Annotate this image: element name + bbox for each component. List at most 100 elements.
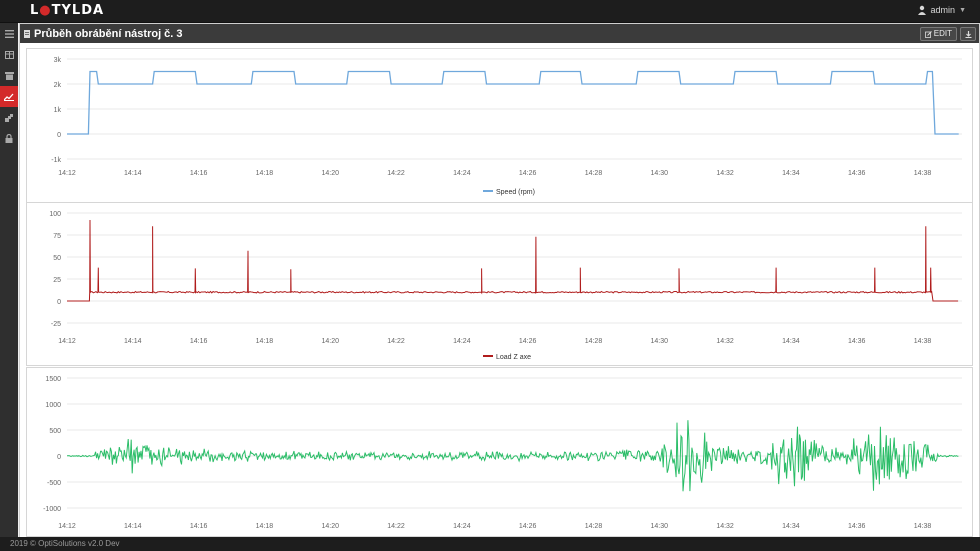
x-tick-label: 14:20 <box>321 338 339 345</box>
x-tick-label: 14:30 <box>651 170 669 177</box>
x-tick-label: 14:26 <box>519 170 537 177</box>
panel-header: Průběh obrábění nástroj č. 3 EDIT <box>20 24 979 43</box>
chevron-down-icon: ▼ <box>959 6 966 14</box>
x-tick-label: 14:34 <box>782 523 800 530</box>
x-tick-label: 14:16 <box>190 170 208 177</box>
y-tick-label: 3k <box>54 57 62 64</box>
app-logo[interactable]: L●TYLDA <box>30 3 105 18</box>
x-tick-label: 14:32 <box>716 170 734 177</box>
y-tick-label: 0 <box>57 299 61 306</box>
chart-panel: Průběh obrábění nástroj č. 3 EDIT -1k 0 1k… <box>19 23 980 539</box>
y-tick-label: -25 <box>51 321 61 328</box>
x-tick-label: 14:30 <box>651 338 669 345</box>
user-icon <box>917 5 926 15</box>
legend-label: Load Z axe <box>496 354 531 361</box>
vibration-chart: -1000 -500 0 500 1000 1500 14:12 14:14 14:16 14:1… <box>26 367 973 537</box>
chart-line-icon <box>4 93 14 101</box>
x-tick-label: 14:18 <box>256 170 274 177</box>
x-tick-label: 14:18 <box>256 338 274 345</box>
x-tick-label: 14:28 <box>585 170 603 177</box>
x-tick-label: 14:16 <box>190 523 208 530</box>
top-bar: L●TYLDA admin ▼ <box>0 0 980 23</box>
sidebar-item-tools[interactable] <box>0 107 18 128</box>
main-content: Průběh obrábění nástroj č. 3 EDIT -1k 0 1k… <box>18 23 980 539</box>
y-tick-label: -1000 <box>43 506 61 513</box>
x-tick-label: 14:24 <box>453 523 471 530</box>
x-tick-label: 14:22 <box>387 523 405 530</box>
archive-icon <box>4 71 14 80</box>
y-tick-label: 1500 <box>45 376 61 383</box>
x-tick-label: 14:12 <box>58 170 76 177</box>
y-tick-label: 50 <box>53 255 61 262</box>
x-tick-label: 14:22 <box>387 170 405 177</box>
x-tick-label: 14:36 <box>848 523 866 530</box>
sidebar <box>0 23 19 537</box>
x-tick-label: 14:34 <box>782 170 800 177</box>
vibration-chart-svg: -1000 -500 0 500 1000 1500 14:12 14:14 14:16 14:1… <box>43 376 962 530</box>
series-line <box>67 219 959 302</box>
footer: 2019 © OptiSolutions v2.0 Dev <box>0 537 980 551</box>
x-tick-label: 14:24 <box>453 170 471 177</box>
x-tick-label: 14:38 <box>914 170 932 177</box>
y-tick-label: -1k <box>51 157 61 164</box>
list-icon <box>4 29 14 38</box>
series-line <box>67 70 959 135</box>
tools-icon <box>4 114 13 122</box>
speed-chart-svg: -1k 0 1k 2k 3k 14:12 14:14 14:16 14:18 14:20 14:22… <box>51 57 962 196</box>
x-tick-label: 14:12 <box>58 523 76 530</box>
x-tick-label: 14:20 <box>321 523 339 530</box>
x-tick-label: 14:18 <box>256 523 274 530</box>
y-tick-label: 0 <box>57 454 61 461</box>
sidebar-item-list[interactable] <box>0 23 18 44</box>
load-chart: -25 0 25 50 75 100 14:12 14:14 14:16 14:18 14:20 14… <box>26 202 973 366</box>
user-menu[interactable]: admin ▼ <box>917 5 966 15</box>
x-tick-label: 14:14 <box>124 338 142 345</box>
footer-text: 2019 © OptiSolutions v2.0 Dev <box>10 539 120 548</box>
logo-circle: ● <box>39 3 52 18</box>
x-tick-label: 14:12 <box>58 338 76 345</box>
y-tick-label: 75 <box>53 233 61 240</box>
document-icon <box>24 29 30 38</box>
x-tick-label: 14:38 <box>914 338 932 345</box>
legend-label: Speed (rpm) <box>496 189 535 196</box>
load-chart-svg: -25 0 25 50 75 100 14:12 14:14 14:16 14:18 14:20 14… <box>49 211 962 361</box>
y-tick-label: 500 <box>49 428 61 435</box>
y-tick-label: 100 <box>49 211 61 218</box>
username: admin <box>930 5 956 15</box>
x-tick-label: 14:26 <box>519 338 537 345</box>
y-tick-label: -500 <box>47 480 61 487</box>
x-tick-label: 14:16 <box>190 338 208 345</box>
series-line <box>67 420 959 492</box>
download-button[interactable] <box>960 27 976 41</box>
x-tick-label: 14:28 <box>585 523 603 530</box>
x-tick-label: 14:24 <box>453 338 471 345</box>
y-tick-label: 1k <box>54 107 62 114</box>
x-tick-label: 14:22 <box>387 338 405 345</box>
x-tick-label: 14:34 <box>782 338 800 345</box>
y-tick-label: 0 <box>57 132 61 139</box>
sidebar-item-lock[interactable] <box>0 128 18 149</box>
edit-button-label: EDIT <box>933 29 952 38</box>
y-tick-label: 25 <box>53 277 61 284</box>
x-tick-label: 14:36 <box>848 170 866 177</box>
edit-icon <box>924 30 932 38</box>
edit-button[interactable]: EDIT <box>919 27 957 41</box>
sidebar-item-archive[interactable] <box>0 65 18 86</box>
download-icon <box>965 30 971 38</box>
sidebar-item-charts[interactable] <box>0 86 18 107</box>
x-tick-label: 14:38 <box>914 523 932 530</box>
table-icon <box>4 50 14 59</box>
panel-title-text: Průběh obrábění nástroj č. 3 <box>34 27 183 40</box>
x-tick-label: 14:20 <box>321 170 339 177</box>
speed-chart: -1k 0 1k 2k 3k 14:12 14:14 14:16 14:18 14:20 14:22… <box>26 48 973 215</box>
panel-title: Průběh obrábění nástroj č. 3 <box>24 28 183 40</box>
sidebar-item-table[interactable] <box>0 44 18 65</box>
x-tick-label: 14:14 <box>124 170 142 177</box>
x-tick-label: 14:26 <box>519 523 537 530</box>
x-tick-label: 14:30 <box>651 523 669 530</box>
y-tick-label: 1000 <box>45 402 61 409</box>
x-tick-label: 14:32 <box>716 523 734 530</box>
x-tick-label: 14:28 <box>585 338 603 345</box>
x-tick-label: 14:32 <box>716 338 734 345</box>
x-tick-label: 14:36 <box>848 338 866 345</box>
